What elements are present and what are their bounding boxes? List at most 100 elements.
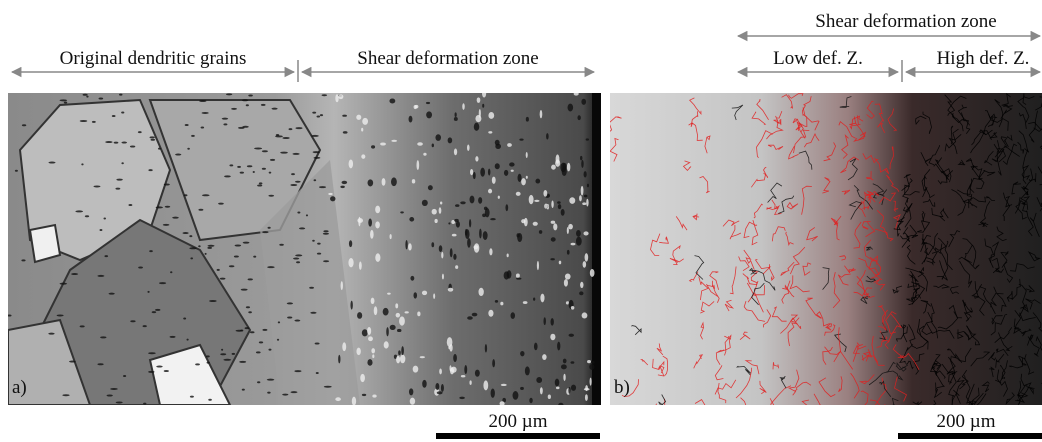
texture-speck — [409, 217, 415, 222]
grain-boundary — [610, 137, 619, 162]
grain-boundary — [1015, 196, 1027, 220]
texture-speck — [454, 112, 457, 118]
grain-boundary — [984, 238, 995, 263]
grain-boundary — [862, 153, 879, 164]
texture-speck — [575, 236, 582, 246]
texture-speck — [342, 131, 348, 134]
grain-boundary — [951, 113, 964, 132]
grain-boundary — [991, 257, 1000, 274]
texture-speck — [448, 346, 451, 350]
grain-boundary — [951, 395, 954, 405]
pore — [68, 360, 76, 363]
grain-boundary — [990, 313, 1008, 336]
grain-boundary — [928, 145, 941, 166]
grain-boundary — [750, 174, 766, 188]
grain-boundary — [976, 393, 987, 405]
grain-boundary — [1022, 93, 1035, 105]
texture-speck — [487, 168, 491, 176]
texture-speck — [568, 223, 573, 230]
grain-boundary — [912, 283, 920, 305]
pore — [142, 325, 147, 328]
grain-boundary — [743, 221, 758, 239]
texture-speck — [490, 388, 495, 398]
texture-speck — [338, 94, 344, 100]
texture-speck — [551, 164, 556, 170]
texture-speck — [557, 341, 561, 351]
texture-speck — [540, 293, 545, 303]
grain-boundary — [824, 324, 836, 336]
grain-boundary — [1024, 354, 1035, 375]
texture-speck — [340, 281, 343, 291]
texture-speck — [375, 221, 380, 229]
texture-speck — [419, 356, 425, 359]
texture-speck — [405, 239, 408, 250]
grain-boundary — [744, 360, 760, 375]
pore — [235, 329, 243, 332]
texture-speck — [573, 93, 579, 96]
texture-speck — [476, 97, 481, 103]
grain-boundary — [876, 210, 888, 236]
pore — [252, 170, 255, 173]
pore — [183, 194, 188, 197]
grain-boundary — [863, 191, 872, 210]
texture-speck — [484, 343, 488, 353]
grain-boundary — [906, 360, 914, 370]
texture-speck — [505, 204, 509, 212]
texture-speck — [335, 94, 339, 103]
texture-speck — [341, 180, 348, 185]
grain-boundary — [964, 375, 974, 405]
grain-boundary — [917, 270, 928, 292]
texture-speck — [521, 178, 526, 186]
pore — [239, 171, 244, 174]
texture-speck — [398, 350, 401, 356]
pore — [247, 278, 253, 281]
grain-boundary — [905, 267, 924, 273]
texture-speck — [525, 175, 528, 179]
grain-boundary — [763, 166, 769, 178]
grain-boundary — [989, 366, 995, 378]
grain-boundary — [1001, 360, 1008, 380]
pore — [151, 311, 157, 314]
pore — [242, 241, 250, 244]
grain-boundary — [775, 110, 783, 124]
texture-speck — [519, 138, 524, 141]
pore — [216, 268, 220, 271]
grain-boundary — [872, 189, 888, 199]
texture-speck — [543, 317, 546, 326]
texture-speck — [453, 353, 457, 363]
grain-boundary — [957, 104, 967, 120]
texture-speck — [547, 394, 551, 400]
pore — [321, 94, 328, 97]
grain-boundary — [801, 399, 810, 405]
pore — [103, 217, 107, 220]
grain-boundary — [714, 365, 724, 381]
grain-boundary — [1026, 384, 1035, 395]
texture-speck — [474, 369, 480, 377]
grain-boundary — [841, 189, 851, 195]
pore — [313, 179, 317, 182]
pore — [312, 239, 315, 242]
grain-boundary — [1028, 121, 1042, 132]
grain-boundary — [962, 299, 974, 314]
texture-speck — [459, 396, 465, 400]
grain-boundary — [934, 237, 947, 251]
texture-speck — [520, 350, 525, 357]
texture-speck — [515, 191, 521, 196]
pore — [275, 135, 283, 138]
texture-speck — [370, 229, 374, 239]
pore — [86, 95, 89, 98]
grain-boundary — [729, 266, 737, 295]
grain-boundary — [852, 342, 863, 362]
texture-speck — [357, 312, 363, 319]
pore — [189, 235, 193, 238]
texture-speck — [328, 192, 333, 196]
grain-boundary — [917, 213, 931, 233]
grain-boundary — [1003, 143, 1018, 153]
texture-speck — [338, 354, 341, 364]
texture-speck — [438, 245, 443, 253]
grain-boundary — [947, 95, 967, 117]
texture-speck — [536, 260, 539, 271]
texture-speck — [506, 270, 512, 279]
grain-boundary — [913, 353, 925, 375]
texture-speck — [577, 115, 581, 121]
